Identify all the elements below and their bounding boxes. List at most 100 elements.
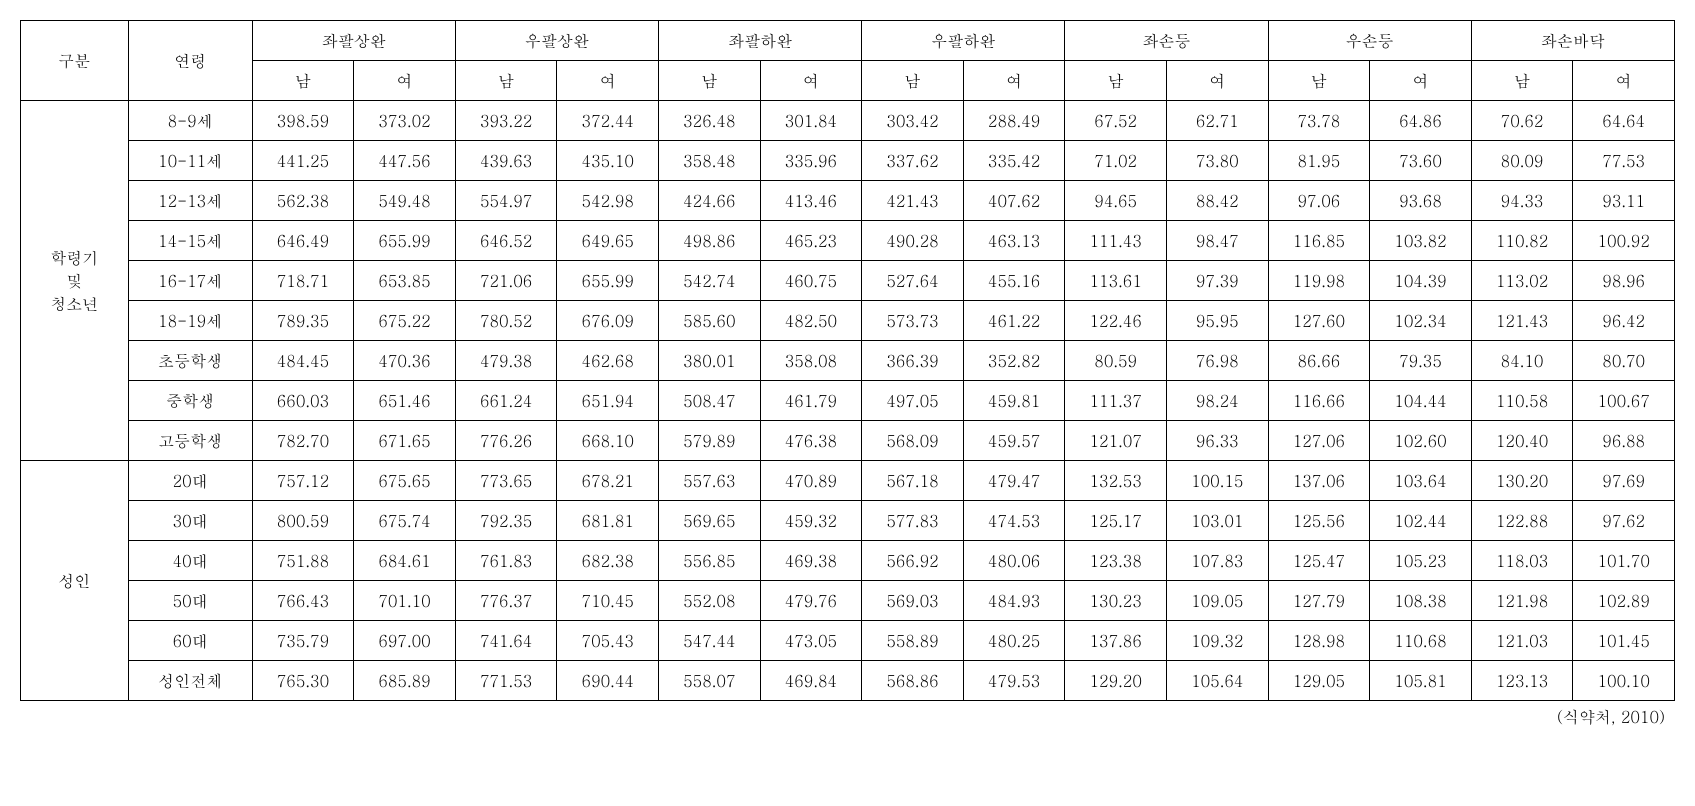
data-cell: 335.96 [760, 141, 862, 181]
data-cell: 678.21 [557, 461, 659, 501]
header-male: 남 [252, 61, 354, 101]
data-cell: 98.47 [1166, 221, 1268, 261]
data-cell: 424.66 [659, 181, 761, 221]
header-female: 여 [760, 61, 862, 101]
data-cell: 671.65 [354, 421, 456, 461]
data-cell: 474.53 [963, 501, 1065, 541]
data-cell: 479.76 [760, 581, 862, 621]
data-cell: 104.39 [1370, 261, 1472, 301]
data-cell: 64.64 [1573, 101, 1675, 141]
data-cell: 100.92 [1573, 221, 1675, 261]
data-cell: 469.84 [760, 661, 862, 701]
data-cell: 121.07 [1065, 421, 1167, 461]
table-header: 구분 연령 좌팔상완 우팔상완 좌팔하완 우팔하완 좌손등 우손등 좌손바닥 남… [21, 21, 1675, 101]
data-cell: 461.22 [963, 301, 1065, 341]
data-cell: 101.45 [1573, 621, 1675, 661]
age-cell: 10-11세 [128, 141, 252, 181]
data-cell: 668.10 [557, 421, 659, 461]
header-female: 여 [557, 61, 659, 101]
data-cell: 800.59 [252, 501, 354, 541]
data-cell: 566.92 [862, 541, 964, 581]
data-cell: 479.53 [963, 661, 1065, 701]
age-cell: 40대 [128, 541, 252, 581]
data-cell: 96.42 [1573, 301, 1675, 341]
data-cell: 79.35 [1370, 341, 1472, 381]
data-cell: 421.43 [862, 181, 964, 221]
category-cell: 학령기 및 청소년 [21, 101, 129, 461]
age-cell: 30대 [128, 501, 252, 541]
data-cell: 676.09 [557, 301, 659, 341]
data-cell: 480.06 [963, 541, 1065, 581]
header-age: 연령 [128, 21, 252, 101]
category-cell: 성인 [21, 461, 129, 701]
age-cell: 중학생 [128, 381, 252, 421]
data-cell: 372.44 [557, 101, 659, 141]
data-cell: 352.82 [963, 341, 1065, 381]
age-cell: 12-13세 [128, 181, 252, 221]
data-cell: 111.37 [1065, 381, 1167, 421]
header-row-1: 구분 연령 좌팔상완 우팔상완 좌팔하완 우팔하완 좌손등 우손등 좌손바닥 [21, 21, 1675, 61]
data-cell: 710.45 [557, 581, 659, 621]
data-cell: 102.44 [1370, 501, 1472, 541]
header-male: 남 [659, 61, 761, 101]
table-row: 중학생660.03651.46661.24651.94508.47461.794… [21, 381, 1675, 421]
data-cell: 558.89 [862, 621, 964, 661]
data-cell: 100.67 [1573, 381, 1675, 421]
data-cell: 766.43 [252, 581, 354, 621]
data-cell: 765.30 [252, 661, 354, 701]
data-cell: 701.10 [354, 581, 456, 621]
source-note: (식약처, 2010) [20, 705, 1675, 728]
data-cell: 113.02 [1471, 261, 1573, 301]
data-cell: 116.66 [1268, 381, 1370, 421]
table-row: 성인전체765.30685.89771.53690.44558.07469.84… [21, 661, 1675, 701]
data-cell: 118.03 [1471, 541, 1573, 581]
table-row: 12-13세562.38549.48554.97542.98424.66413.… [21, 181, 1675, 221]
data-cell: 660.03 [252, 381, 354, 421]
data-cell: 373.02 [354, 101, 456, 141]
table-row: 학령기 및 청소년8-9세398.59373.02393.22372.44326… [21, 101, 1675, 141]
data-cell: 130.20 [1471, 461, 1573, 501]
data-cell: 780.52 [455, 301, 557, 341]
data-cell: 547.44 [659, 621, 761, 661]
header-category: 구분 [21, 21, 129, 101]
data-cell: 675.65 [354, 461, 456, 501]
data-cell: 100.15 [1166, 461, 1268, 501]
data-cell: 67.52 [1065, 101, 1167, 141]
header-group-2: 좌팔하완 [659, 21, 862, 61]
data-cell: 122.88 [1471, 501, 1573, 541]
data-cell: 288.49 [963, 101, 1065, 141]
data-cell: 76.98 [1166, 341, 1268, 381]
data-cell: 675.22 [354, 301, 456, 341]
data-cell: 569.03 [862, 581, 964, 621]
data-cell: 757.12 [252, 461, 354, 501]
data-cell: 567.18 [862, 461, 964, 501]
data-cell: 556.85 [659, 541, 761, 581]
data-cell: 508.47 [659, 381, 761, 421]
data-cell: 100.10 [1573, 661, 1675, 701]
age-cell: 8-9세 [128, 101, 252, 141]
data-cell: 735.79 [252, 621, 354, 661]
data-cell: 62.71 [1166, 101, 1268, 141]
data-cell: 473.05 [760, 621, 862, 661]
data-cell: 81.95 [1268, 141, 1370, 181]
header-male: 남 [862, 61, 964, 101]
age-cell: 성인전체 [128, 661, 252, 701]
data-cell: 655.99 [354, 221, 456, 261]
data-cell: 653.85 [354, 261, 456, 301]
data-cell: 542.98 [557, 181, 659, 221]
data-cell: 104.44 [1370, 381, 1472, 421]
data-cell: 337.62 [862, 141, 964, 181]
data-cell: 88.42 [1166, 181, 1268, 221]
data-cell: 113.61 [1065, 261, 1167, 301]
data-cell: 479.38 [455, 341, 557, 381]
data-cell: 497.05 [862, 381, 964, 421]
data-cell: 123.13 [1471, 661, 1573, 701]
data-cell: 490.28 [862, 221, 964, 261]
data-cell: 480.25 [963, 621, 1065, 661]
data-cell: 97.69 [1573, 461, 1675, 501]
data-cell: 301.84 [760, 101, 862, 141]
data-cell: 70.62 [1471, 101, 1573, 141]
data-cell: 116.85 [1268, 221, 1370, 261]
data-cell: 120.40 [1471, 421, 1573, 461]
data-cell: 127.06 [1268, 421, 1370, 461]
